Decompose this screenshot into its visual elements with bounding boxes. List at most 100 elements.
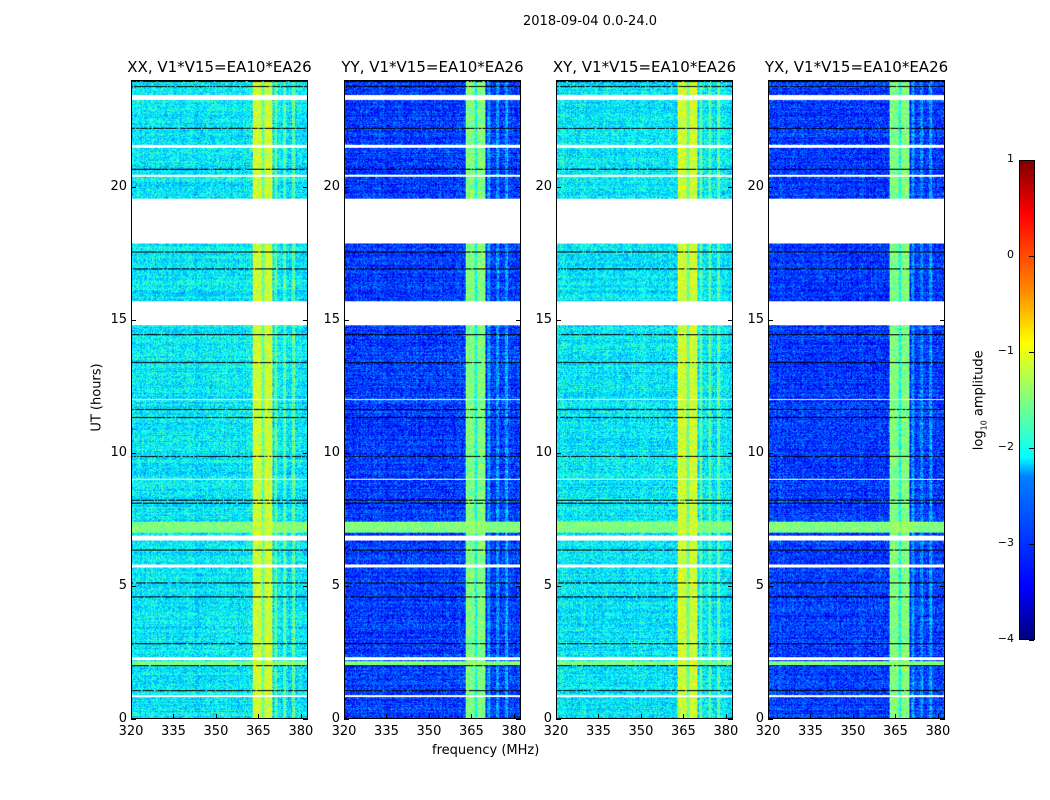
y-tick-mark (556, 585, 561, 587)
y-tick-mark (344, 319, 349, 321)
y-tick-mark (940, 585, 945, 587)
y-tick-mark (303, 452, 308, 454)
y-tick-mark (131, 319, 136, 321)
y-tick-mark (940, 719, 945, 720)
x-tick-mark (173, 714, 175, 719)
x-tick-label: 335 (798, 724, 823, 739)
colorbar-label: log10 amplitude (971, 350, 989, 451)
heatmap-image (557, 81, 732, 718)
x-tick-label: 320 (543, 724, 569, 739)
y-tick-mark (344, 719, 349, 720)
colorbar-tick-mark (1029, 256, 1034, 257)
y-tick-label: 0 (755, 711, 764, 726)
y-tick-mark (303, 585, 308, 587)
y-tick-label: 20 (323, 178, 340, 194)
y-tick-mark (728, 319, 733, 321)
y-tick-label: 5 (755, 577, 764, 593)
x-tick-mark (852, 714, 854, 719)
y-tick-mark (728, 585, 733, 587)
panel-title: XX, V1*V15=EA10*EA26 (127, 58, 312, 76)
x-tick-label: 380 (501, 724, 527, 739)
x-tick-mark (344, 714, 345, 719)
y-tick-mark (303, 319, 308, 321)
y-tick-mark (768, 719, 773, 720)
panel-title: YX, V1*V15=EA10*EA26 (764, 58, 949, 76)
y-tick-mark (768, 585, 773, 587)
y-tick-label: 10 (747, 444, 764, 460)
x-tick-mark (513, 714, 515, 719)
y-tick-mark (344, 585, 349, 587)
y-tick-mark (344, 452, 349, 454)
colorbar-tick-label: 0 (1007, 248, 1014, 261)
y-tick-mark (131, 186, 136, 188)
x-tick-mark (895, 714, 897, 719)
y-tick-mark (556, 186, 561, 188)
x-tick-mark (215, 714, 217, 719)
x-tick-mark (386, 714, 388, 719)
y-tick-label: 15 (535, 311, 552, 327)
colorbar-tick-mark (1029, 448, 1034, 449)
y-tick-mark (728, 452, 733, 454)
x-axis-label: frequency (MHz) (432, 743, 540, 758)
x-tick-mark (556, 714, 557, 719)
x-tick-mark (725, 714, 727, 719)
y-tick-mark (131, 452, 136, 454)
x-tick-label: 335 (374, 724, 399, 739)
y-tick-mark (768, 319, 773, 321)
x-tick-mark (768, 714, 769, 719)
x-tick-mark (300, 714, 302, 719)
colorbar-tick-label: −4 (997, 632, 1014, 645)
x-tick-label: 365 (246, 724, 271, 739)
x-tick-mark (471, 714, 473, 719)
y-tick-mark (768, 186, 773, 188)
x-tick-label: 320 (331, 724, 357, 739)
colorbar-tick-mark (1029, 640, 1034, 641)
y-tick-mark (131, 585, 136, 587)
colorbar-tick-label: −3 (997, 536, 1014, 549)
x-tick-label: 380 (713, 724, 739, 739)
x-tick-label: 365 (883, 724, 908, 739)
y-tick-mark (728, 719, 733, 720)
y-tick-mark (516, 452, 521, 454)
y-tick-mark (516, 186, 521, 188)
panel-title: XY, V1*V15=EA10*EA26 (552, 58, 737, 76)
heatmap-panel (556, 80, 733, 719)
y-tick-label: 5 (543, 577, 552, 593)
y-tick-label: 0 (331, 711, 340, 726)
y-tick-label: 15 (747, 311, 764, 327)
y-tick-mark (768, 452, 773, 454)
x-tick-label: 335 (161, 724, 186, 739)
y-tick-label: 15 (110, 311, 127, 327)
y-tick-label: 0 (543, 711, 552, 726)
y-tick-mark (556, 719, 561, 720)
y-tick-mark (516, 719, 521, 720)
x-tick-mark (640, 714, 642, 719)
x-tick-label: 380 (288, 724, 314, 739)
y-tick-mark (556, 319, 561, 321)
x-tick-label: 335 (586, 724, 611, 739)
y-tick-mark (303, 186, 308, 188)
y-tick-mark (556, 452, 561, 454)
colorbar-tick-mark (1029, 352, 1034, 353)
y-tick-label: 10 (535, 444, 552, 460)
y-tick-label: 0 (118, 711, 127, 726)
y-tick-mark (940, 319, 945, 321)
y-tick-label: 10 (110, 444, 127, 460)
y-tick-mark (516, 319, 521, 321)
heatmap-image (769, 81, 944, 718)
x-tick-label: 365 (459, 724, 484, 739)
x-tick-label: 350 (203, 724, 229, 739)
x-tick-mark (683, 714, 685, 719)
heatmap-panel (768, 80, 945, 719)
y-tick-label: 5 (118, 577, 127, 593)
x-tick-label: 380 (925, 724, 951, 739)
x-tick-label: 365 (671, 724, 696, 739)
heatmap-panel (344, 80, 521, 719)
y-tick-label: 15 (323, 311, 340, 327)
colorbar-tick-mark (1029, 544, 1034, 545)
colorbar-tick-label: −2 (997, 440, 1014, 453)
y-tick-label: 20 (535, 178, 552, 194)
y-tick-label: 20 (110, 178, 127, 194)
y-tick-mark (940, 186, 945, 188)
